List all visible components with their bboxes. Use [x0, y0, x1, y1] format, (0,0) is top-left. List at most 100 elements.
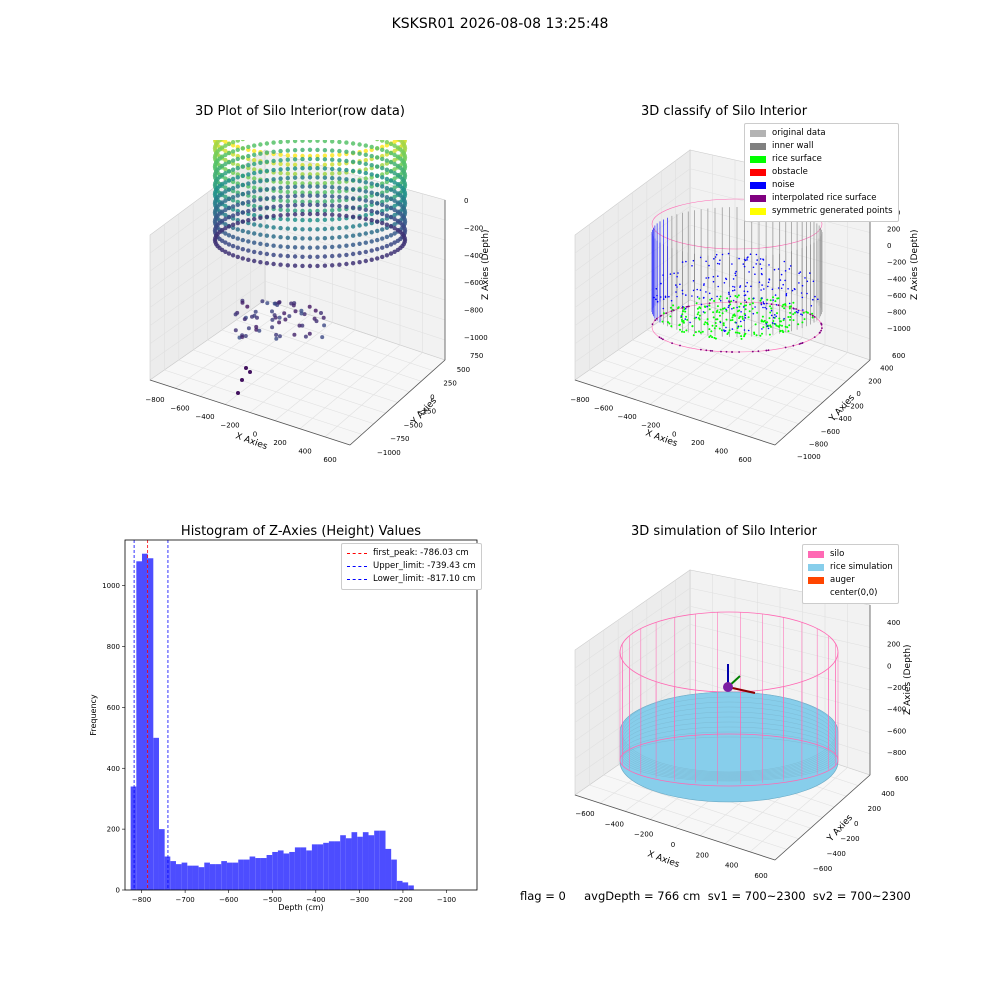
raw-data-point — [282, 311, 287, 316]
classify-rice-surface-point — [781, 324, 783, 327]
sim-z-tick-label: −200 — [887, 684, 906, 692]
raw-data-point — [369, 248, 374, 253]
raw-data-point — [350, 251, 356, 257]
classify-rice-surface-point — [714, 337, 717, 340]
classify-noise-point — [771, 288, 774, 291]
raw-data-point — [285, 226, 290, 231]
raw-data-point — [322, 217, 328, 222]
raw-data-point — [350, 178, 356, 183]
raw-data-point — [252, 161, 257, 167]
raw-data-point — [292, 181, 298, 186]
raw-data-point — [402, 144, 407, 149]
raw-z-tick-label: −600 — [464, 279, 483, 287]
classify-legend-label: obstacle — [772, 167, 808, 177]
classify-noise-point — [742, 306, 745, 308]
classify-noise-point — [797, 309, 800, 312]
raw-data-point — [322, 236, 328, 241]
raw-data-point — [292, 190, 298, 195]
raw-data-point — [330, 244, 335, 250]
raw-data-point — [285, 253, 290, 259]
classify-interpolated-point — [671, 342, 673, 345]
classify-rice-surface-point — [738, 332, 741, 335]
raw-data-point — [330, 153, 335, 158]
raw-data-point — [392, 167, 397, 172]
raw-data-point — [363, 249, 368, 255]
raw-data-point — [220, 227, 225, 233]
raw-data-point — [392, 222, 397, 227]
sim-x-tick-label: 600 — [754, 872, 767, 880]
histogram-bar — [357, 836, 363, 890]
classify-noise-point — [789, 265, 792, 267]
classify-rice-surface-point — [719, 314, 721, 317]
raw-data-point — [223, 161, 228, 167]
histogram-bar — [181, 862, 188, 890]
classify-rice-surface-point — [772, 296, 774, 299]
classify-noise-point — [787, 288, 789, 290]
classify-noise-point — [782, 283, 784, 286]
raw-data-point — [230, 253, 236, 258]
raw-data-point — [330, 263, 335, 268]
classify-legend-item: symmetric generated points — [750, 205, 893, 218]
histogram-bar — [408, 885, 414, 890]
raw-data-point — [369, 144, 374, 150]
raw-data-point — [388, 150, 394, 156]
classify-noise-point — [689, 321, 691, 324]
raw-data-point — [392, 148, 397, 154]
raw-data-point — [322, 157, 328, 162]
classify-noise-point — [702, 297, 705, 299]
classify-noise-point — [763, 288, 765, 290]
histogram-bar — [334, 841, 341, 890]
simulation-legend-item: auger — [808, 574, 893, 587]
raw-data-point — [363, 143, 368, 148]
histogram-x-tick-label: −100 — [437, 896, 456, 904]
histogram-legend-item: Upper_limit: -739.43 cm — [347, 560, 476, 573]
sim-x-tick-label: 200 — [696, 851, 709, 859]
histogram-bar — [238, 859, 244, 890]
classify-rice-surface-point — [783, 307, 786, 310]
raw-data-point — [240, 210, 245, 215]
raw-data-point — [220, 218, 225, 224]
raw-data-point — [285, 140, 290, 144]
raw-data-point — [220, 145, 225, 150]
raw-data-point — [330, 166, 335, 172]
simulation-rice-mesh — [621, 721, 837, 779]
classify-noise-point — [801, 296, 804, 299]
classify-interpolated-point — [681, 307, 684, 309]
classify-rice-surface-point — [811, 312, 814, 315]
raw-data-point — [300, 245, 305, 250]
classify-noise-point — [784, 270, 787, 272]
raw-data-point — [252, 249, 257, 255]
raw-data-point — [330, 203, 335, 208]
raw-data-point — [300, 153, 305, 159]
raw-data-point — [402, 180, 407, 186]
raw-data-point — [258, 169, 263, 175]
raw-data-point — [264, 141, 270, 146]
classify-rice-surface-point — [720, 329, 723, 332]
classify-noise-point — [760, 289, 762, 291]
raw-data-point — [380, 254, 385, 260]
raw-data-point — [240, 378, 244, 382]
histogram-bar — [153, 737, 159, 890]
sim-y-tick-label: 200 — [868, 805, 881, 813]
classify-rice-surface-point — [743, 312, 746, 315]
raw-data-point — [363, 180, 368, 185]
raw-data-point — [285, 203, 290, 208]
raw-data-point — [223, 207, 228, 213]
sim-gridline — [749, 767, 848, 853]
raw-data-point — [235, 227, 240, 232]
raw-data-point — [258, 160, 263, 165]
simulation-legend-item: rice simulation — [808, 561, 893, 574]
classify-noise-point — [725, 278, 728, 281]
histogram-y-tick-label: 1000 — [102, 582, 120, 590]
classify-noise-point — [735, 270, 737, 273]
raw-data-point — [402, 199, 407, 204]
classify-legend-swatch — [750, 169, 766, 176]
classify-interpolated-point — [688, 305, 690, 308]
raw-data-point — [246, 239, 251, 244]
raw-data-point — [322, 162, 328, 167]
classify-noise-point — [809, 272, 811, 274]
raw-data-point — [264, 168, 270, 174]
raw-data-point — [220, 172, 225, 178]
histogram-legend-label: Lower_limit: -817.10 cm — [373, 574, 476, 584]
classify-noise-point — [733, 286, 736, 288]
